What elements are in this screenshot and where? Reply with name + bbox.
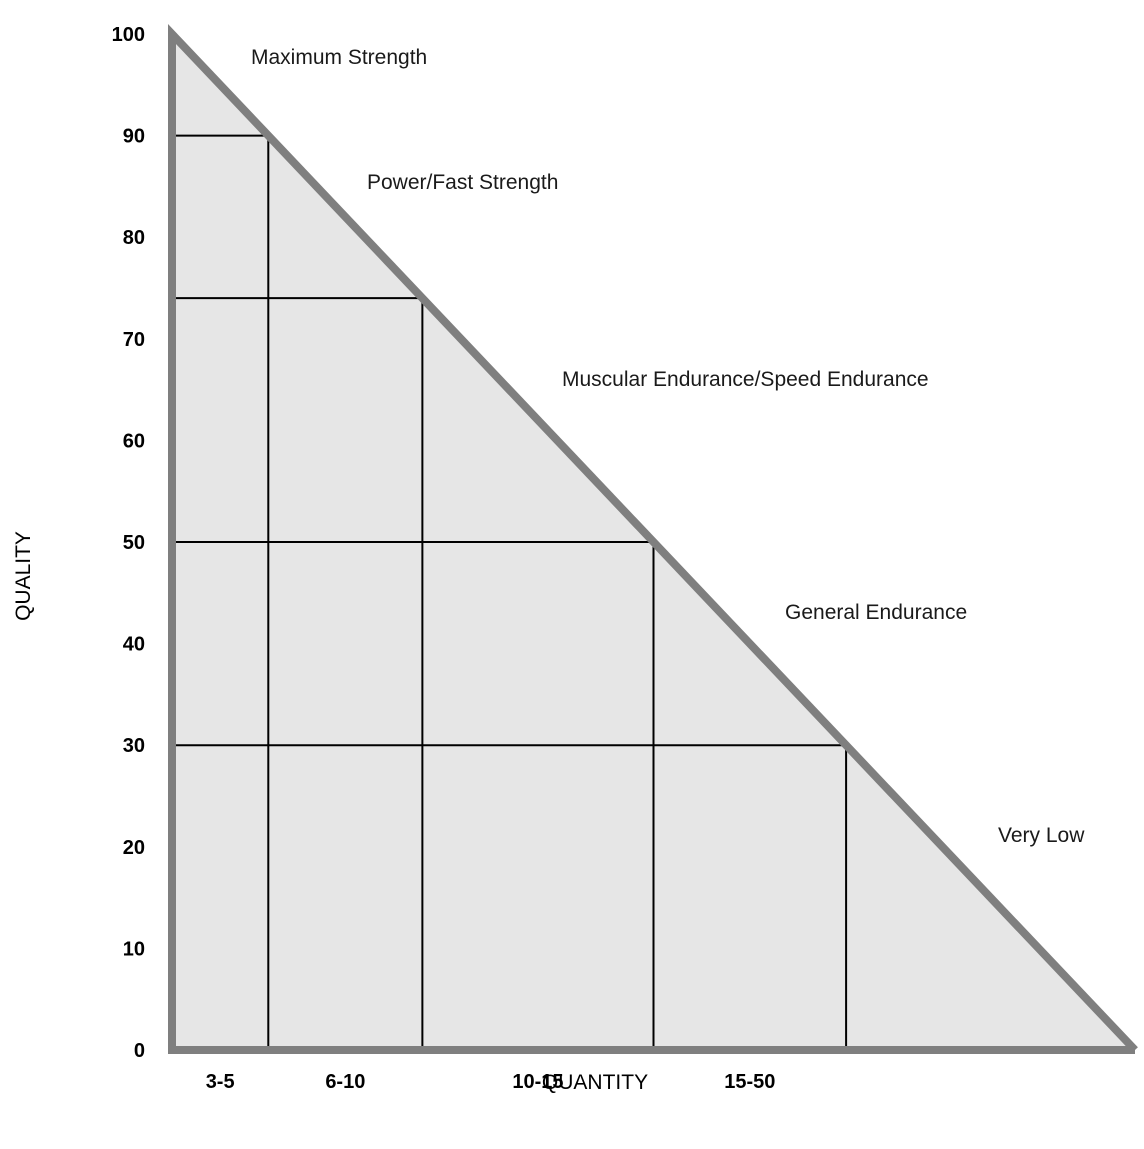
grid-lines	[172, 134, 848, 1050]
zone-label: General Endurance	[785, 601, 967, 624]
zone-label: Very Low	[998, 824, 1085, 847]
y-tick-label: 90	[123, 126, 145, 148]
x-category-label: 15-50	[724, 1071, 775, 1093]
y-axis-title: QUALITY	[12, 531, 35, 621]
y-tick-label: 10	[123, 938, 145, 960]
y-tick-label: 100	[112, 24, 145, 46]
y-tick-label: 60	[123, 430, 145, 452]
x-category-label: 10-15	[512, 1071, 563, 1093]
y-tick-label: 20	[123, 837, 145, 859]
y-tick-label: 50	[123, 532, 145, 554]
y-tick-label: 70	[123, 329, 145, 351]
y-axis-ticks: 0 10 20 30 40 50 60 70 80 90 100	[112, 24, 145, 1062]
zone-label: Maximum Strength	[251, 46, 427, 69]
y-tick-label: 30	[123, 735, 145, 757]
zone-label: Muscular Endurance/Speed Endurance	[562, 368, 929, 391]
chart-area-outline	[168, 23, 1138, 1054]
x-category-label: 3-5	[206, 1071, 235, 1093]
y-tick-label: 0	[134, 1040, 145, 1062]
x-category-label: 6-10	[325, 1071, 365, 1093]
x-axis-categories: 3-5 6-10 10-15 15-50	[206, 1071, 776, 1093]
zone-label: Power/Fast Strength	[367, 171, 558, 194]
zone-labels: Maximum Strength Power/Fast Strength Muscu…	[251, 46, 1085, 847]
y-tick-label: 80	[123, 227, 145, 249]
x-axis-title: QUANTITY	[542, 1071, 648, 1094]
y-tick-label: 40	[123, 634, 145, 656]
